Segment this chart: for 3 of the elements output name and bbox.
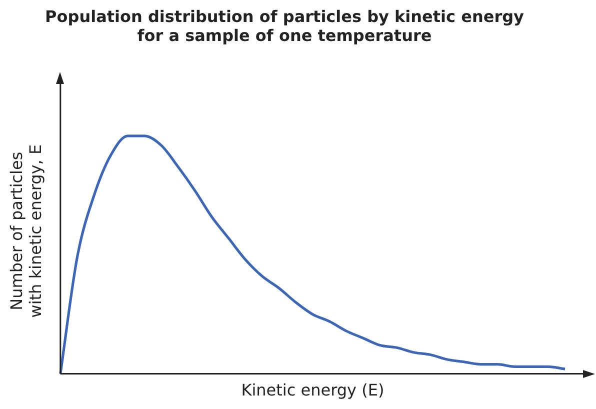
x-axis-title: Kinetic energy (E) <box>241 380 384 400</box>
chart-title: Population distribution of particles by kinetic energy for a sample of one temperature <box>45 6 525 45</box>
y-axis-title: Number of particles with kinetic energy, E <box>6 144 45 318</box>
